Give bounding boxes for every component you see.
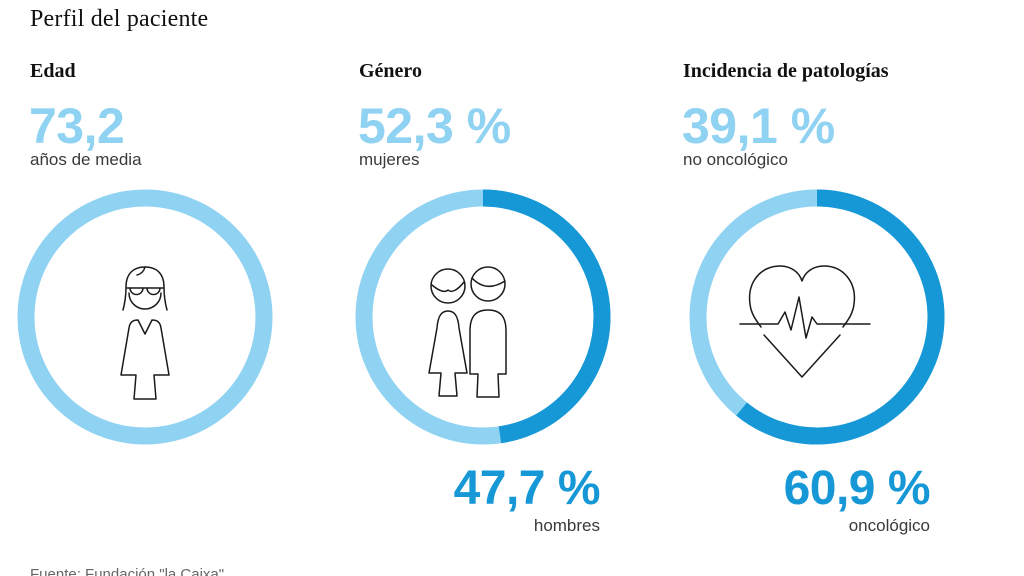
elderly-woman-icon	[120, 266, 170, 400]
couple-icon	[428, 266, 507, 398]
edad-stat-value: 73,2	[29, 98, 125, 154]
patologias-donut-dark-segment	[689, 189, 945, 445]
panel-edad-heading: Edad	[30, 60, 76, 82]
heart-ecg-icon	[739, 265, 871, 378]
patologias-no-oncologico-label: no oncológico	[683, 150, 788, 169]
edad-donut-chart	[17, 189, 273, 445]
patologias-oncologico-label: oncológico	[848, 516, 930, 535]
genero-hombres-value: 47,7 %	[453, 462, 601, 515]
panel-genero-heading: Género	[359, 60, 422, 82]
genero-donut-chart	[355, 189, 611, 445]
page-title: Perfil del paciente	[30, 6, 209, 32]
genero-hombres-label: hombres	[533, 516, 600, 535]
genero-mujeres-label: mujeres	[359, 150, 420, 169]
panel-patologias-heading: Incidencia de patologías	[683, 60, 889, 82]
patologias-oncologico-value: 60,9 %	[783, 462, 931, 515]
genero-donut-dark-segment	[355, 189, 611, 445]
patologias-no-oncologico-value: 39,1 %	[682, 98, 835, 154]
edad-donut-ring	[17, 189, 273, 445]
source-credit: Fuente: Fundación "la Caixa"	[30, 566, 225, 576]
genero-hombres-stat: 47,7 % hombres	[353, 462, 601, 536]
patologias-oncologico-stat: 60,9 % oncológico	[687, 462, 931, 536]
edad-stat-label: años de media	[30, 150, 142, 169]
genero-mujeres-value: 52,3 %	[358, 98, 511, 154]
patologias-donut-chart	[689, 189, 945, 445]
